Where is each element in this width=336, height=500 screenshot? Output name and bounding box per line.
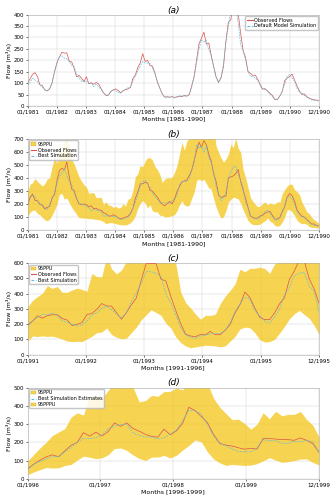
Legend: 95PPU, Observed Flows, Best Simulation: 95PPU, Observed Flows, Best Simulation [29, 140, 78, 160]
Legend: 95PPU, Best Simulation Estimates, 95PPPU: 95PPU, Best Simulation Estimates, 95PPPU [29, 389, 104, 408]
Title: (c): (c) [167, 254, 179, 263]
Title: (b): (b) [167, 130, 180, 139]
Legend: Observed Flows, Default Model Simulation: Observed Flows, Default Model Simulation [245, 16, 318, 30]
Title: (a): (a) [167, 6, 179, 15]
Title: (d): (d) [167, 378, 180, 388]
Y-axis label: Flow (m³/s): Flow (m³/s) [6, 167, 11, 202]
X-axis label: Months [1981-1990]: Months [1981-1990] [141, 241, 205, 246]
X-axis label: Months [1996-1999]: Months [1996-1999] [141, 490, 205, 494]
Y-axis label: Flow (m³/s): Flow (m³/s) [6, 292, 11, 326]
Legend: 95PPU, Observed Flows, Best Simulation: 95PPU, Observed Flows, Best Simulation [29, 264, 78, 284]
Y-axis label: Flow (m³/s): Flow (m³/s) [6, 416, 11, 451]
Y-axis label: Flow (m³/s): Flow (m³/s) [6, 42, 11, 78]
X-axis label: Months [1991-1996]: Months [1991-1996] [141, 365, 205, 370]
X-axis label: Months [1981-1990]: Months [1981-1990] [141, 116, 205, 121]
